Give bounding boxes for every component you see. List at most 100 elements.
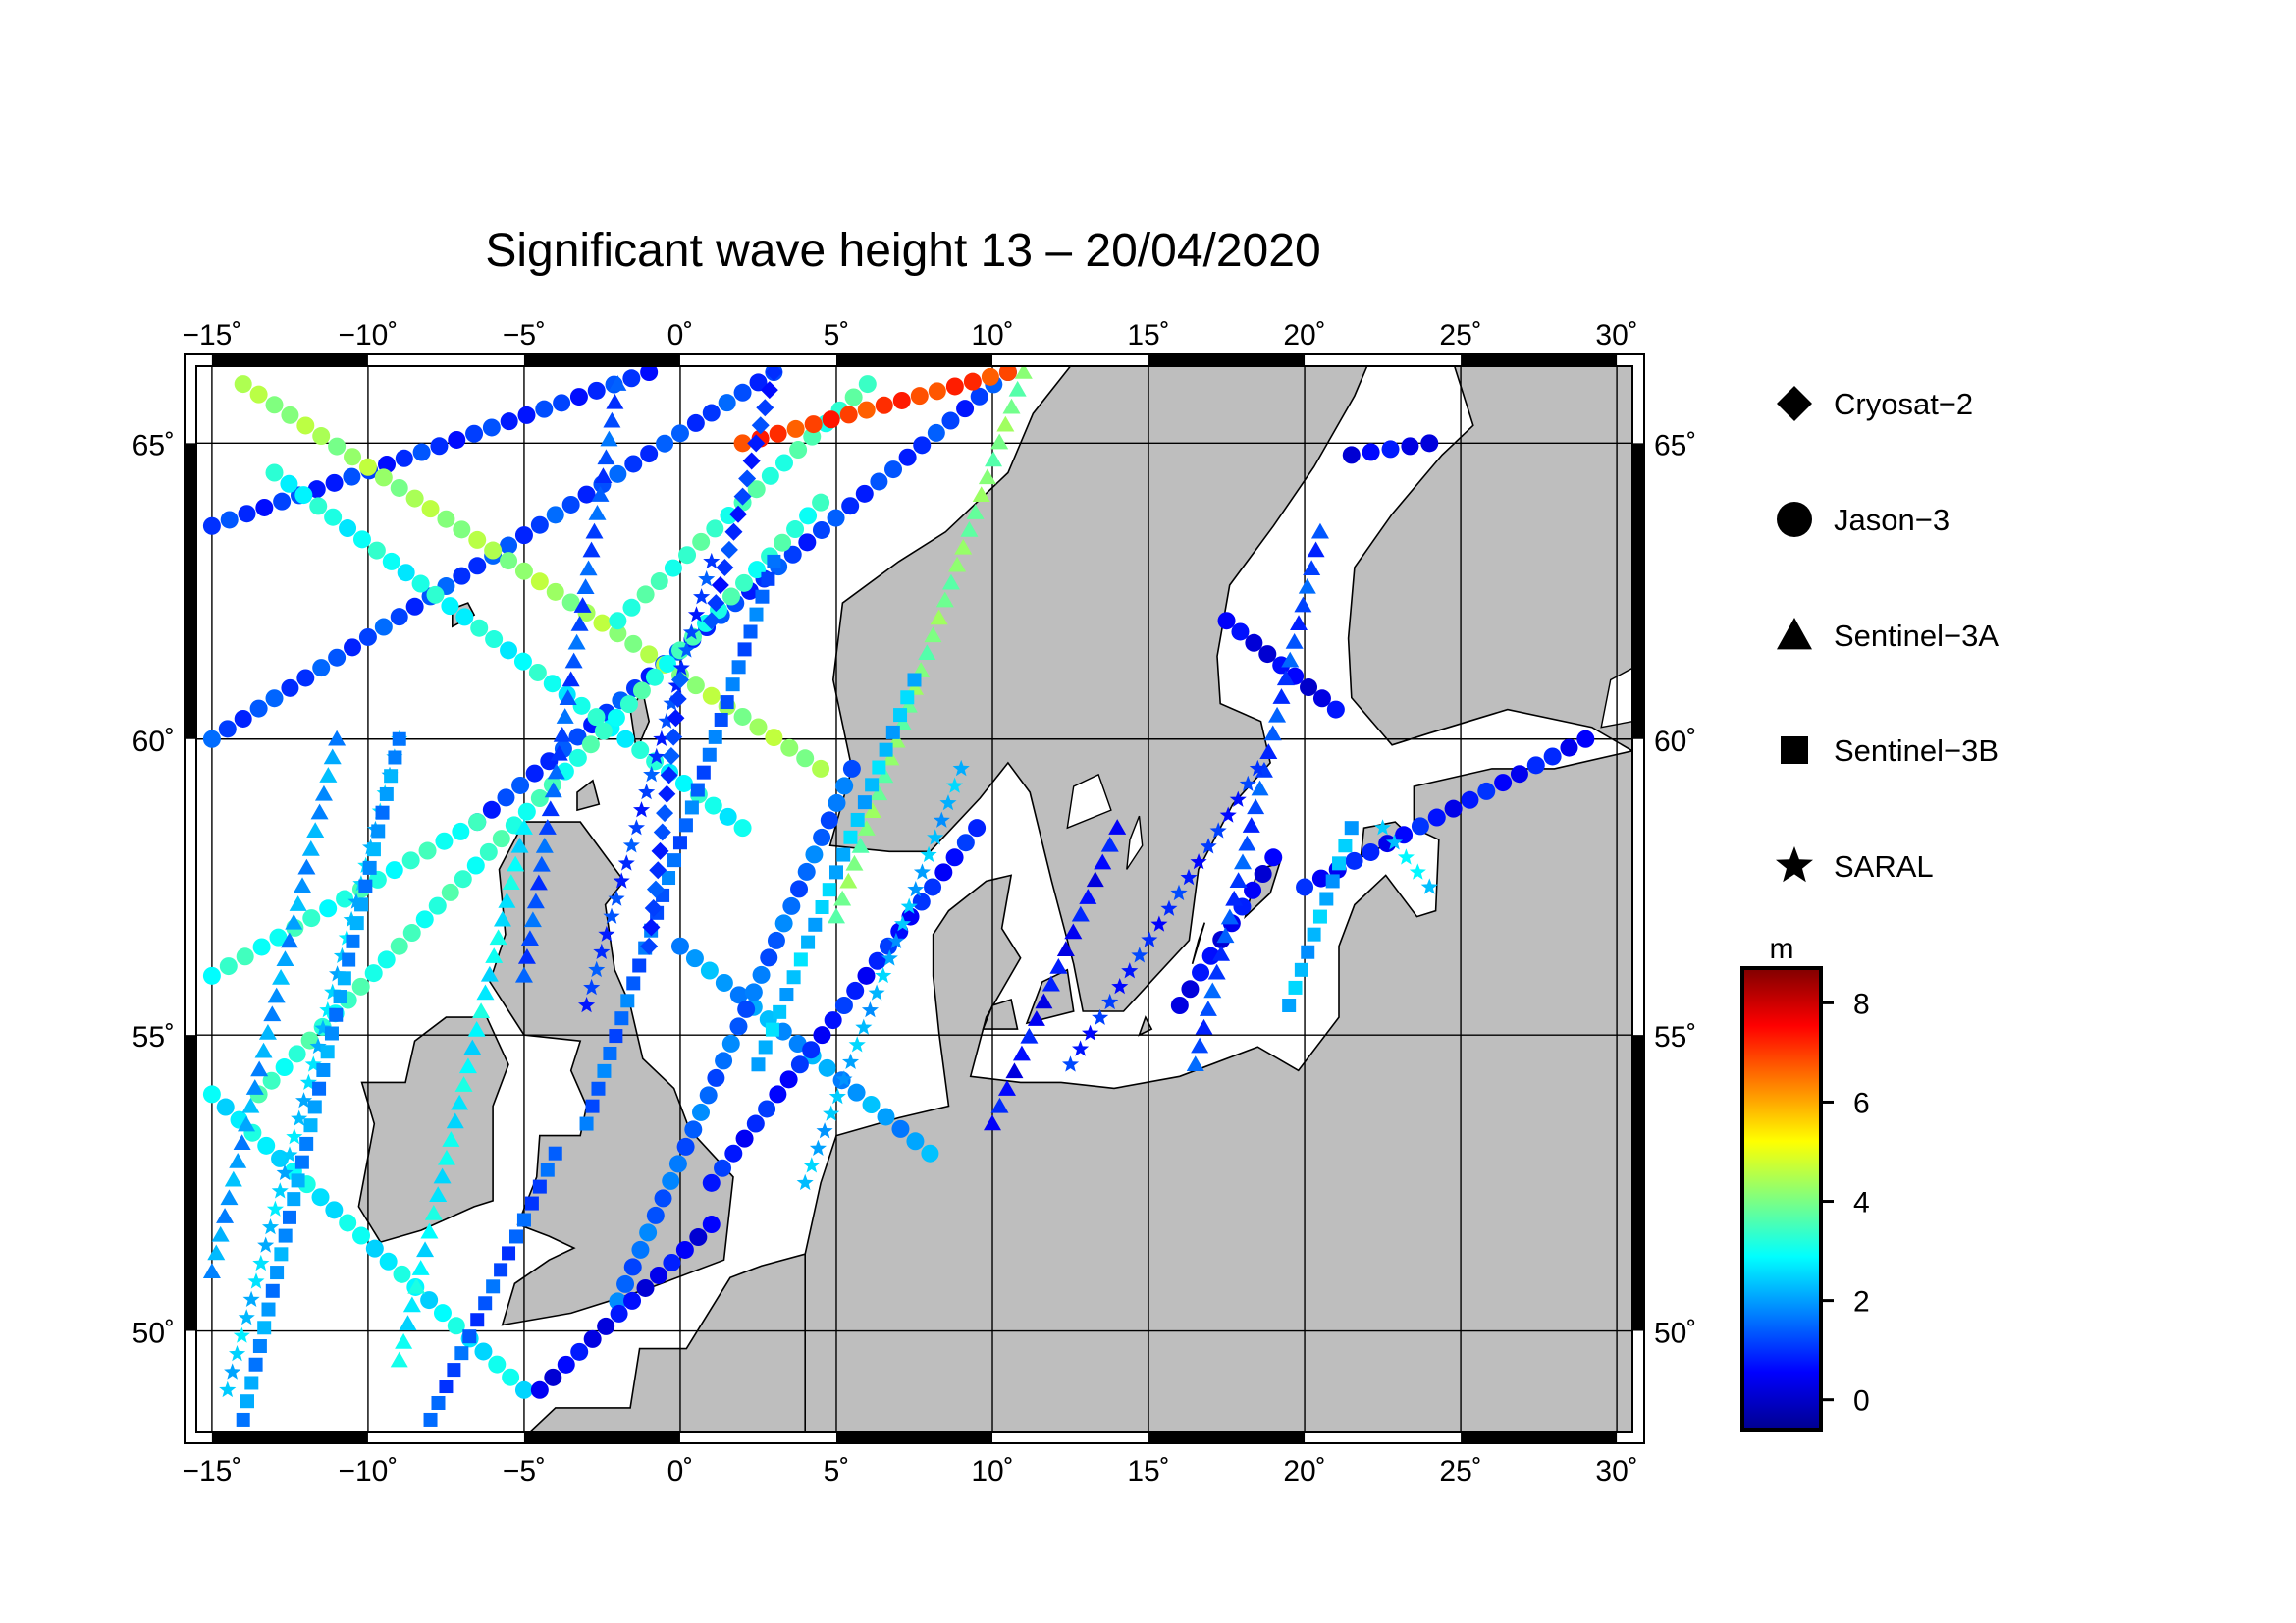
track-point-square (749, 607, 764, 622)
track-point-circle (587, 381, 606, 400)
altimetry-points (202, 366, 1595, 1427)
track-point-triangle (1100, 836, 1119, 852)
track-point-diamond (711, 576, 729, 595)
track-point-circle (594, 722, 613, 740)
track-point-square (502, 1246, 516, 1261)
track-point-triangle (1079, 889, 1097, 904)
frame-segment (1632, 443, 1644, 739)
frame-segment (1148, 1432, 1306, 1443)
track-point-star (1229, 790, 1247, 807)
track-point-circle (1312, 689, 1331, 708)
track-point-triangle (399, 1315, 417, 1331)
track-point-star (314, 1019, 332, 1036)
track-point-square (516, 1213, 531, 1227)
track-point-triangle (857, 820, 876, 836)
map-frame (184, 353, 1645, 1444)
track-point-triangle (567, 633, 586, 650)
track-point-diamond (670, 671, 689, 689)
track-point-star (1209, 822, 1227, 839)
track-point-square (815, 899, 829, 914)
track-point-triangle (606, 393, 624, 409)
legend-label: SARAL (1834, 849, 1934, 884)
track-point-circle (433, 1304, 452, 1323)
track-point-circle (646, 1206, 665, 1224)
track-point-circle (1362, 842, 1380, 861)
track-point-star (835, 1070, 853, 1087)
track-point-circle (868, 951, 886, 970)
track-point-circle (981, 367, 999, 386)
track-point-star (309, 1037, 327, 1055)
track-point-circle (774, 914, 793, 933)
track-point-circle (466, 856, 485, 875)
track-point-square (384, 769, 399, 784)
track-point-circle (769, 424, 787, 443)
land-funen (982, 998, 1019, 1030)
track-point-triangle (924, 626, 942, 643)
track-point-circle (968, 819, 987, 838)
track-point-circle (779, 1070, 798, 1089)
legend-label: Sentinel−3A (1834, 619, 1999, 653)
track-point-triangle (948, 556, 967, 572)
track-point-triangle (514, 966, 533, 983)
track-point-square (248, 1357, 263, 1372)
track-point-star (913, 863, 931, 880)
track-point-circle (312, 659, 331, 677)
track-point-circle (956, 834, 975, 852)
track-point-star (329, 965, 347, 982)
track-point-circle (649, 1266, 667, 1284)
track-point-square (494, 1263, 508, 1277)
track-point-triangle (935, 591, 954, 608)
land-orkney (576, 779, 601, 812)
track-point-diamond (724, 522, 743, 541)
track-point-circle (654, 1189, 672, 1208)
lat-tick-label: 55˚ (1654, 1021, 1696, 1054)
track-point-triangle (424, 1205, 443, 1220)
track-point-circle (746, 1114, 765, 1133)
track-point-circle (426, 585, 445, 604)
frame-segment (211, 354, 368, 366)
track-point-triangle (588, 504, 607, 520)
track-point-circle (702, 404, 721, 422)
track-point-star (703, 552, 721, 569)
track-point-circle (749, 718, 768, 736)
track-point-circle (364, 964, 383, 983)
track-point-circle (616, 730, 635, 748)
track-point-triangle (1020, 1027, 1039, 1044)
track-point-square (1294, 962, 1308, 977)
track-point-circle (607, 708, 625, 727)
track-point-circle (749, 373, 768, 392)
track-point-circle (663, 1253, 681, 1271)
track-point-circle (351, 977, 370, 996)
track-point-circle (344, 638, 362, 657)
frame-segment (211, 1432, 368, 1443)
track-point-square (388, 750, 402, 765)
track-point-circle (706, 519, 724, 538)
track-point-circle (609, 612, 627, 630)
track-point-circle (839, 406, 858, 424)
track-point-circle (511, 776, 530, 794)
track-point-square (439, 1380, 454, 1394)
track-point-circle (479, 842, 498, 861)
track-point-triangle (1191, 1037, 1209, 1054)
track-point-square (684, 800, 699, 815)
legend-symbol-circle (1777, 502, 1812, 537)
track-point-circle (747, 480, 766, 499)
track-point-star (693, 588, 711, 605)
track-point-triangle (1002, 398, 1021, 414)
track-point-circle (1311, 869, 1330, 888)
track-point-circle (309, 497, 328, 515)
track-point-triangle (254, 1042, 273, 1058)
track-point-circle (577, 485, 596, 504)
track-point-star (952, 759, 970, 777)
track-point-triangle (918, 644, 936, 660)
track-point-square (532, 1179, 547, 1194)
track-point-triangle (451, 1094, 469, 1110)
track-point-square (872, 760, 886, 775)
track-point-star (1249, 759, 1266, 777)
track-point-star (1150, 915, 1168, 932)
lon-tick-label: 20˚ (1283, 319, 1325, 352)
track-point-circle (722, 587, 741, 606)
track-point-circle (405, 489, 424, 508)
lat-tick-label: 60˚ (133, 726, 175, 758)
track-point-square (392, 731, 406, 746)
